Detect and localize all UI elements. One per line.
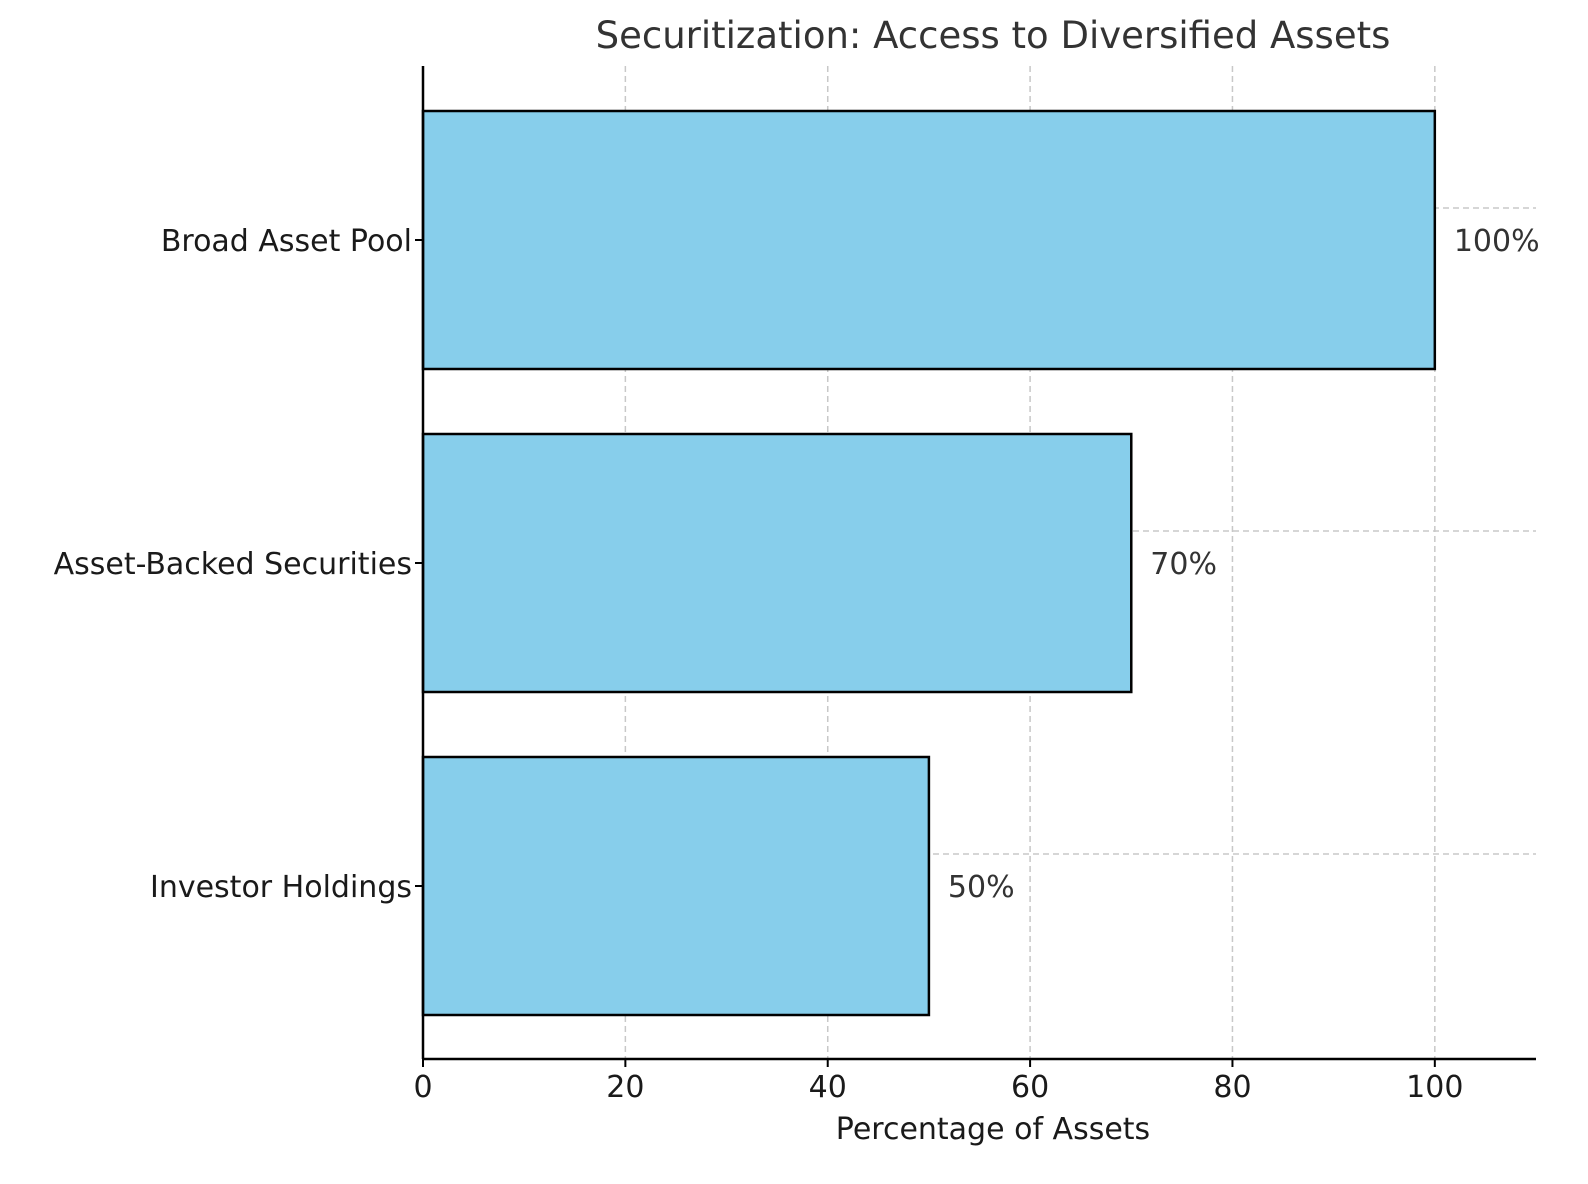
x-axis-label: Percentage of Assets bbox=[836, 1112, 1150, 1147]
bars-layer bbox=[421, 109, 1437, 1017]
x-tick-label: 40 bbox=[809, 1070, 847, 1105]
bar-value-label: 50% bbox=[948, 870, 1015, 905]
bar bbox=[421, 755, 931, 1017]
x-tick-label: 0 bbox=[413, 1070, 432, 1105]
x-tick-label: 60 bbox=[1011, 1070, 1049, 1105]
bar bbox=[421, 432, 1133, 694]
bar bbox=[421, 109, 1437, 371]
y-tick-label: Investor Holdings bbox=[150, 870, 412, 905]
x-tick-label: 100 bbox=[1406, 1070, 1463, 1105]
bar-value-label: 70% bbox=[1150, 547, 1217, 582]
value-labels-layer: 100% 70% 50% bbox=[948, 224, 1540, 905]
x-tick-label: 20 bbox=[606, 1070, 644, 1105]
ticks-layer: 0 20 40 60 80 100 Broad Asset Pool Asset-Backed… bbox=[54, 224, 1464, 1105]
y-tick-label: Asset-Backed Securities bbox=[54, 547, 412, 582]
bar-value-label: 100% bbox=[1454, 224, 1540, 259]
chart-title: Securitization: Access to Diversified As… bbox=[596, 14, 1391, 57]
y-tick-label: Broad Asset Pool bbox=[161, 224, 412, 259]
x-tick-label: 80 bbox=[1213, 1070, 1251, 1105]
